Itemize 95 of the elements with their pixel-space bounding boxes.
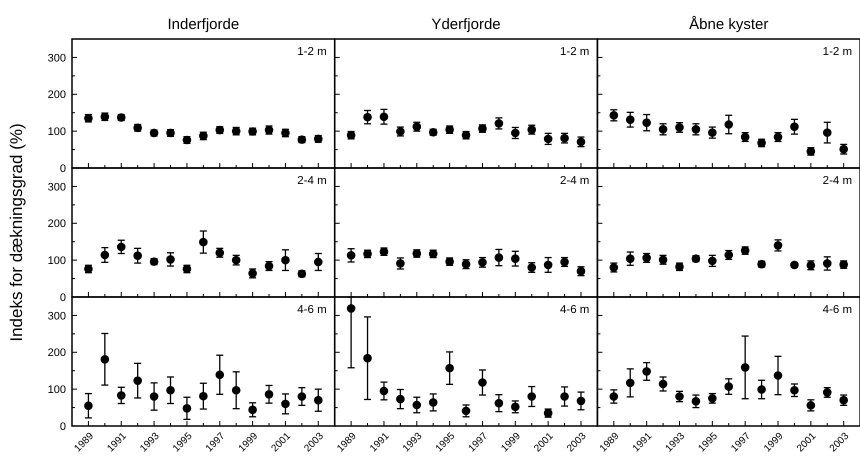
point <box>576 396 586 406</box>
y-tick-label: 0 <box>60 420 66 433</box>
point <box>626 254 635 263</box>
point <box>774 241 782 250</box>
point <box>100 354 110 364</box>
annotation: 2-4 m <box>297 175 327 187</box>
point <box>822 259 832 268</box>
point <box>610 392 618 401</box>
point <box>298 392 306 401</box>
y-tick-label: 100 <box>48 254 66 267</box>
point <box>248 405 257 414</box>
point <box>396 259 405 268</box>
point <box>692 125 700 134</box>
point <box>133 376 142 385</box>
point <box>692 397 700 406</box>
point <box>560 392 569 401</box>
point <box>166 386 175 395</box>
point <box>724 382 734 391</box>
y-tick-label: 200 <box>48 89 66 102</box>
y-axis-title: Indeks for dækningsgrad (%) <box>7 123 26 342</box>
annotation: 2-4 m <box>822 175 852 187</box>
point <box>445 364 454 372</box>
chart-title: Åbne kyster <box>689 15 768 33</box>
point <box>346 251 356 260</box>
chart-title: Inderfjorde <box>167 16 240 33</box>
point <box>199 392 208 400</box>
point <box>511 254 520 263</box>
annotation: 4-6 m <box>822 304 852 316</box>
point <box>658 125 668 134</box>
point <box>494 398 504 408</box>
y-tick-label: 0 <box>60 292 66 304</box>
point <box>264 390 274 399</box>
point <box>281 256 290 264</box>
point <box>116 242 126 252</box>
point <box>511 402 520 412</box>
point <box>626 115 635 124</box>
point <box>544 134 552 144</box>
point <box>740 363 750 372</box>
point <box>346 304 356 313</box>
y-tick-label: 200 <box>48 347 66 360</box>
y-tick-label: 200 <box>48 218 66 230</box>
point <box>133 251 142 260</box>
point <box>708 256 717 266</box>
y-tick-label: 100 <box>48 126 66 138</box>
point <box>412 400 422 410</box>
point <box>380 386 388 396</box>
chart-title: Yderfjorde <box>431 16 501 33</box>
point <box>215 370 224 380</box>
point <box>314 396 323 404</box>
point <box>166 255 175 264</box>
point <box>494 253 504 262</box>
point <box>116 391 126 400</box>
point <box>544 260 552 270</box>
point <box>757 385 766 394</box>
point <box>428 398 438 407</box>
point <box>380 112 388 122</box>
point <box>724 120 734 129</box>
annotation: 1-2 m <box>822 46 852 58</box>
point <box>774 371 782 380</box>
y-tick-label: 300 <box>48 310 66 322</box>
y-tick-label: 100 <box>48 384 66 396</box>
point <box>511 128 520 138</box>
point <box>363 112 372 122</box>
point <box>462 406 470 416</box>
point <box>478 378 487 387</box>
point <box>790 386 799 395</box>
y-tick-label: 300 <box>48 181 66 194</box>
point <box>100 250 110 260</box>
point <box>182 404 192 413</box>
point <box>708 128 717 137</box>
point <box>199 238 208 246</box>
point <box>396 394 405 404</box>
point <box>839 396 848 404</box>
point <box>314 258 323 266</box>
point <box>494 119 504 128</box>
point <box>626 378 635 388</box>
point <box>281 400 290 408</box>
point <box>84 401 93 410</box>
annotation: 2-4 m <box>560 175 590 187</box>
point <box>527 392 536 401</box>
y-tick-label: 300 <box>48 52 66 64</box>
point <box>822 128 832 137</box>
point <box>642 118 651 127</box>
point <box>790 122 799 132</box>
point <box>806 401 816 410</box>
annotation: 4-6 m <box>297 304 327 316</box>
point <box>232 386 240 395</box>
annotation: 1-2 m <box>560 46 590 58</box>
point <box>363 354 372 362</box>
point <box>658 380 668 388</box>
y-tick-label: 0 <box>60 162 66 175</box>
annotation: 1-2 m <box>297 46 327 58</box>
point <box>642 367 651 376</box>
annotation: 4-6 m <box>560 304 590 316</box>
point <box>150 392 158 401</box>
